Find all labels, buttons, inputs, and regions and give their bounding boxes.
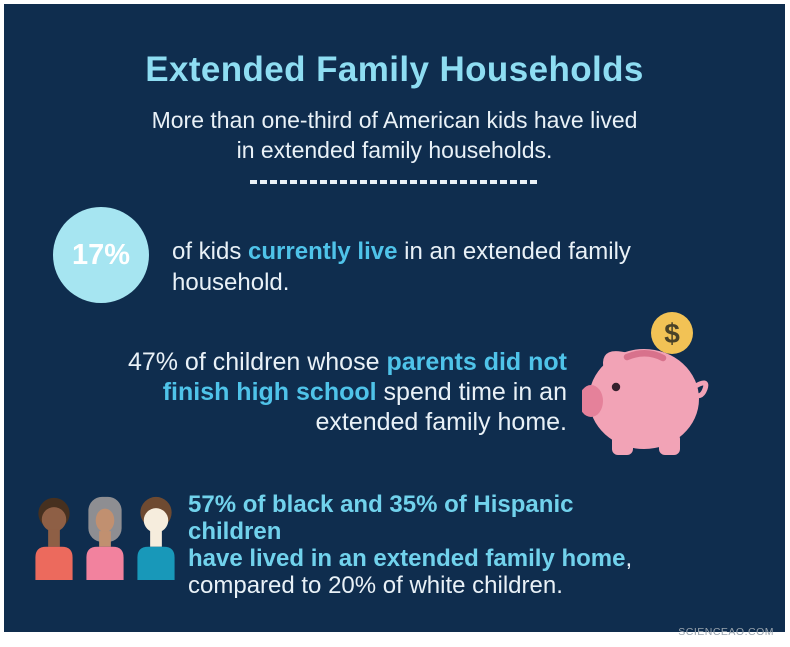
fact-text-segment: in an extended family household. bbox=[172, 238, 631, 297]
stat-badge-17-percent: 17% bbox=[53, 207, 149, 303]
fact-text-highlight: 57% of black and 35% of Hispanic childre… bbox=[188, 491, 574, 546]
subtitle-line-1: More than one-third of American kids hav… bbox=[151, 107, 638, 133]
fact-text-highlight: currently live bbox=[248, 238, 398, 265]
watermark: SCIENCEAO.COM bbox=[678, 626, 774, 638]
fact-text-segment: 47% of children whose bbox=[127, 348, 387, 376]
child-icon-gray-bob bbox=[86, 496, 124, 580]
coin-icon: $ bbox=[651, 312, 693, 354]
fact-ethnicity: 57% of black and 35% of Hispanic childre… bbox=[188, 491, 666, 599]
infographic-panel: Extended Family Households More than one… bbox=[4, 4, 785, 632]
fact-text-segment: , compared to 20% of white children. bbox=[188, 545, 633, 600]
children-icon bbox=[31, 492, 179, 580]
subtitle-line-2: in extended family households. bbox=[236, 136, 553, 163]
fact-text-highlight: parents did not bbox=[386, 348, 567, 376]
child-icon-brown-hair bbox=[137, 496, 175, 580]
fact-text-highlight: have lived in an extended family home bbox=[188, 545, 626, 573]
fact-text-segment: spend time in an extended family home. bbox=[315, 378, 567, 436]
piggy-bank-icon: $ bbox=[582, 307, 717, 457]
fact-text-highlight: finish high school bbox=[162, 378, 377, 406]
dashed-divider bbox=[249, 180, 540, 184]
fact-parents-education: 47% of children whose parents did not fin… bbox=[89, 347, 567, 437]
child-icon-dark-hair bbox=[35, 497, 73, 580]
page-title: Extended Family Households bbox=[145, 50, 644, 89]
fact-text-segment: of kids bbox=[172, 238, 249, 265]
fact-currently-live: of kids currently live in an extended fa… bbox=[172, 236, 717, 298]
page-subtitle: More than one-third of American kids hav… bbox=[4, 106, 785, 166]
dollar-sign-icon: $ bbox=[664, 318, 680, 349]
